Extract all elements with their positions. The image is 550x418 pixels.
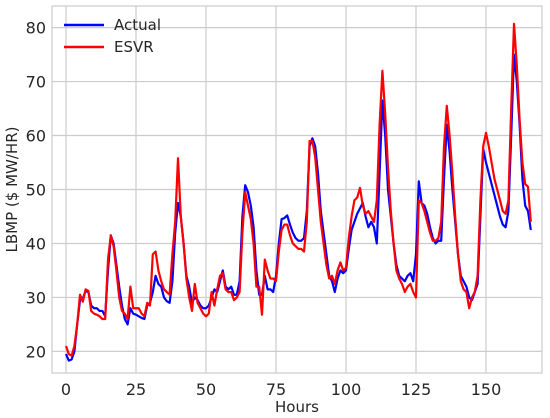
series-lines [64,22,532,362]
x-tick-label: 150 [471,380,502,399]
x-tick-label: 25 [126,380,146,399]
x-tick-label: 75 [266,380,286,399]
legend-label-actual: Actual [114,16,161,34]
x-tick-label: 100 [331,380,362,399]
y-tick-label: 70 [26,73,46,92]
legend-label-esvr: ESVR [114,38,154,56]
grid-lines [52,6,542,373]
series-line-esvr [64,22,532,357]
legend: Actual ESVR [64,16,161,56]
y-tick-label: 50 [26,181,46,200]
y-tick-label: 60 [26,127,46,146]
y-axis-label: LBMP ($ MW/HR) [3,127,21,253]
y-tick-label: 80 [26,19,46,38]
y-tick-label: 20 [26,342,46,361]
x-tick-labels: 0 25 50 75 100 125 150 [61,380,501,399]
plot-frame [51,5,543,374]
x-tick-label: 0 [61,380,71,399]
x-tick-label: 50 [196,380,216,399]
y-tick-label: 40 [26,234,46,253]
y-tick-label: 30 [26,288,46,307]
x-axis-label: Hours [275,398,319,416]
y-tick-labels: 20 30 40 50 60 70 80 [26,19,46,362]
x-tick-label: 125 [401,380,432,399]
